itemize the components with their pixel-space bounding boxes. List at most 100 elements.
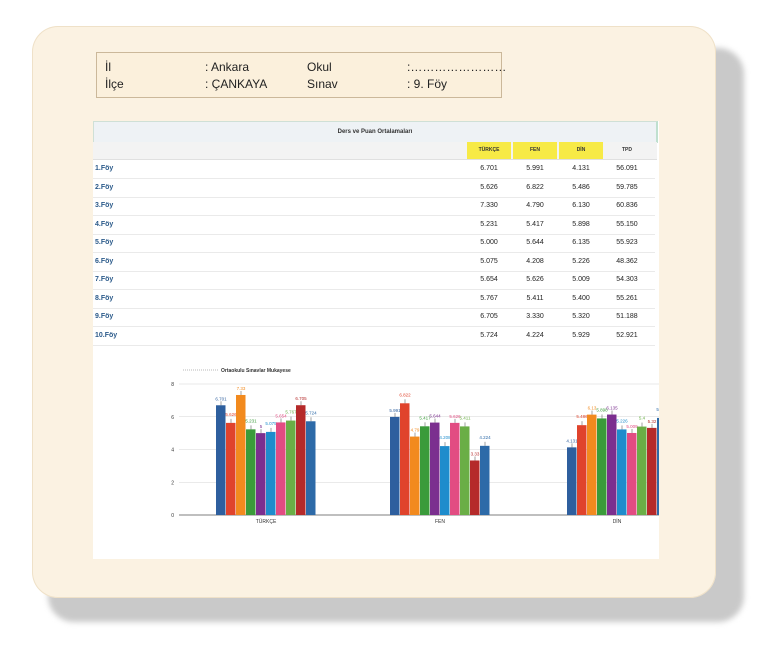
row-cell: 4.208 <box>526 257 544 265</box>
data-label: 5.626 <box>449 414 461 419</box>
bar <box>266 431 276 515</box>
table-row: 6.Föy 5.075 4.208 5.226 48.362 <box>93 253 655 272</box>
x-category-label: FEN <box>435 519 445 525</box>
row-cell: 55.261 <box>616 294 638 302</box>
data-label: 6.701 <box>215 396 227 401</box>
data-label: 5.991 <box>389 408 401 413</box>
row-name: 3.Föy <box>95 202 114 209</box>
row-cell: 56.091 <box>616 165 638 172</box>
header-tpd: TPD <box>622 147 632 153</box>
data-label: 5.724 <box>305 410 317 415</box>
row-cell: 6.822 <box>526 183 544 191</box>
bar <box>286 420 296 515</box>
y-tick-label: 6 <box>171 415 174 421</box>
row-cell: 4.790 <box>526 202 544 209</box>
data-label: 5.32 <box>648 419 657 424</box>
bar <box>647 427 657 515</box>
data-label: 5.075 <box>265 421 277 426</box>
bar <box>410 436 420 515</box>
data-label: 5.898 <box>596 407 608 412</box>
row-cell: 5.654 <box>480 276 498 283</box>
data-label: 5.009 <box>626 424 638 429</box>
bar <box>420 426 430 515</box>
row-cell: 55.923 <box>616 239 638 246</box>
okul-value: :…………………… <box>407 60 507 74</box>
data-label: 5.767 <box>285 410 297 415</box>
data-label: 5.654 <box>275 413 287 418</box>
table-row: 5.Föy 5.000 5.644 6.135 55.923 <box>93 234 655 254</box>
bar <box>460 426 470 515</box>
table-row: 2.Föy 5.626 6.822 5.486 59.785 <box>93 179 655 198</box>
row-cell: 5.644 <box>526 239 544 246</box>
row-cell: 6.135 <box>572 239 590 246</box>
row-name: 5.Föy <box>95 239 114 246</box>
row-name: 4.Föy <box>95 220 114 228</box>
bar <box>256 433 266 515</box>
row-name: 2.Föy <box>95 183 114 191</box>
bar <box>617 429 627 515</box>
data-label: 6.705 <box>295 396 307 401</box>
table-row: 10.Föy 5.724 4.224 5.929 52.921 <box>93 327 655 346</box>
table-title: Ders ve Puan Ortalamaları <box>93 121 658 143</box>
y-tick-label: 2 <box>171 480 174 486</box>
table-row: 4.Föy 5.231 5.417 5.898 55.150 <box>93 216 655 235</box>
row-cell: 5.000 <box>480 239 498 246</box>
row-cell: 5.626 <box>526 276 544 283</box>
table-row: 3.Föy 7.330 4.790 6.130 60.836 <box>93 197 655 217</box>
row-cell: 5.411 <box>526 294 544 302</box>
data-label: 5.226 <box>616 418 628 423</box>
row-name: 1.Föy <box>95 165 114 172</box>
data-label: 5.411 <box>460 415 471 420</box>
row-cell: 5.626 <box>480 183 498 191</box>
row-cell: 5.898 <box>572 220 590 228</box>
data-label: 5.417 <box>419 415 431 420</box>
row-cell: 48.362 <box>616 257 638 265</box>
row-name: 9.Föy <box>95 313 114 320</box>
row-cell: 4.224 <box>526 331 544 339</box>
data-label: 5.4 <box>639 416 646 421</box>
data-label: 5.644 <box>429 414 441 419</box>
row-cell: 4.131 <box>572 165 590 172</box>
bar <box>480 445 490 515</box>
row-name: 6.Föy <box>95 257 114 265</box>
data-label: 4.79 <box>411 428 420 433</box>
row-name: 10.Föy <box>95 331 118 339</box>
x-category-label: DİN <box>613 518 622 525</box>
row-cell: 6.701 <box>480 165 498 172</box>
bar <box>450 422 460 515</box>
data-label: 5.486 <box>576 414 588 419</box>
row-cell: 5.226 <box>572 257 590 265</box>
row-name: 8.Föy <box>95 294 114 302</box>
row-cell: 5.767 <box>480 294 498 302</box>
bar <box>657 417 659 515</box>
row-cell: 60.836 <box>616 202 638 209</box>
il-value: : Ankara <box>205 60 250 74</box>
row-cell: 59.785 <box>616 183 638 191</box>
table-row: 9.Föy 6.705 3.330 5.320 51.188 <box>93 308 655 328</box>
row-cell: 6.705 <box>480 313 498 320</box>
data-label: 5.929 <box>656 407 659 412</box>
data-label: 4.208 <box>439 435 451 440</box>
data-label: 4.224 <box>479 435 491 440</box>
data-label: 3.33 <box>471 451 480 456</box>
table-row: 8.Föy 5.767 5.411 5.400 55.261 <box>93 290 655 309</box>
row-cell: 5.991 <box>526 165 544 172</box>
ilce-label: İlçe <box>105 77 124 91</box>
row-cell: 6.130 <box>572 202 590 209</box>
bar <box>400 403 410 515</box>
row-cell: 5.400 <box>572 294 590 302</box>
data-label: 6.13 <box>588 406 597 411</box>
bar <box>226 422 236 515</box>
data-label: 7.33 <box>237 386 246 391</box>
table-row: 1.Föy 6.701 5.991 4.131 56.091 <box>93 160 655 180</box>
bar <box>430 422 440 515</box>
il-label: İl <box>105 60 111 74</box>
data-label: 4.131 <box>566 438 578 443</box>
data-label: 6.135 <box>606 406 618 411</box>
bar <box>276 422 286 515</box>
bar <box>440 446 450 515</box>
y-tick-label: 8 <box>171 382 174 388</box>
header-turkce: TÜRKÇE <box>467 142 511 159</box>
row-cell: 55.150 <box>616 220 638 228</box>
bar <box>567 447 577 515</box>
